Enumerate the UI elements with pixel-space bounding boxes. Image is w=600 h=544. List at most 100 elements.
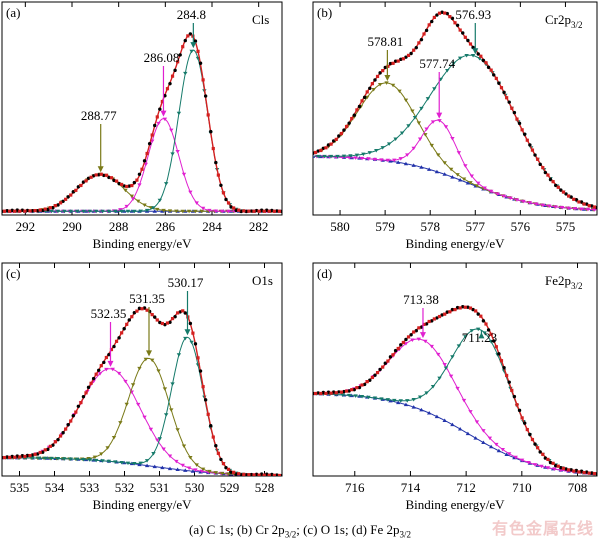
component-point (137, 183, 142, 187)
component-point (527, 201, 533, 205)
envelope-point (339, 390, 343, 394)
envelope-point (577, 470, 581, 474)
envelope-point (360, 383, 364, 387)
background-point (388, 398, 393, 403)
raw-point (378, 71, 382, 75)
component-point (87, 458, 93, 462)
envelope-point (262, 209, 266, 213)
envelope-point (525, 138, 529, 142)
envelope-point (125, 184, 129, 189)
envelope-point (221, 462, 226, 466)
raw-point (244, 473, 249, 476)
raw-point (517, 408, 522, 413)
component-point (328, 154, 334, 159)
background-point (434, 169, 440, 174)
component-point (124, 402, 129, 407)
component-point (181, 172, 187, 177)
envelope-point (334, 137, 338, 141)
component-point (442, 161, 447, 165)
raw-point (137, 172, 142, 176)
component-point (132, 462, 137, 466)
component-point (495, 192, 500, 196)
component-point (200, 467, 206, 472)
envelope-point (99, 172, 103, 176)
envelope-point (375, 370, 380, 375)
component-point (416, 121, 422, 125)
plot-area (2, 306, 282, 476)
raw-point (30, 209, 35, 213)
envelope-point (443, 312, 447, 316)
envelope-point (324, 146, 328, 150)
envelope-point (8, 209, 12, 213)
envelope-point (165, 321, 170, 325)
envelope-point (556, 464, 560, 468)
raw-point (445, 310, 449, 314)
component-point (93, 458, 99, 463)
envelope-point (79, 183, 83, 188)
component-point (110, 367, 115, 372)
raw-point (574, 197, 579, 202)
envelope-point (360, 99, 364, 103)
component-point (412, 116, 418, 120)
component-point (476, 181, 481, 186)
peak-arrowhead (384, 74, 391, 81)
chart-title: O1s (252, 273, 273, 288)
x-tick-label: 532 (115, 480, 135, 495)
raw-point (158, 320, 162, 325)
component-point (359, 156, 365, 161)
component-point (193, 468, 198, 472)
component-point (200, 206, 206, 211)
raw-point (352, 387, 357, 392)
x-tick-label: 534 (45, 480, 65, 495)
peak-label: 576.93 (455, 7, 491, 22)
plot-area (313, 305, 597, 476)
raw-point (153, 123, 157, 128)
envelope-point (412, 48, 416, 52)
envelope-point (104, 355, 108, 360)
raw-point (543, 170, 548, 175)
raw-point (117, 336, 121, 340)
component-point (161, 208, 166, 213)
background-point (434, 414, 440, 419)
envelope-point (252, 473, 256, 476)
background-point (137, 462, 142, 467)
envelope-point (520, 128, 524, 132)
raw-point (492, 339, 496, 343)
component-point (181, 444, 187, 448)
raw-point (399, 57, 403, 62)
component-point (445, 69, 450, 73)
raw-point (569, 468, 573, 472)
x-tick-label: 529 (220, 480, 240, 495)
peak-label: 577.74 (419, 56, 455, 71)
envelope-point (319, 391, 323, 396)
raw-point (183, 311, 187, 315)
envelope-point (505, 96, 509, 100)
component-point (366, 157, 371, 161)
raw-point (275, 209, 279, 213)
raw-point (512, 394, 517, 399)
raw-point (51, 206, 55, 210)
component-point (572, 207, 578, 211)
envelope-point (135, 309, 139, 313)
envelope-point (232, 206, 236, 210)
envelope-point (191, 331, 195, 335)
peak-arrowhead (436, 112, 443, 119)
raw-point (528, 432, 532, 437)
raw-point (564, 192, 568, 196)
envelope-point (89, 381, 93, 385)
series-component-2 (313, 328, 597, 475)
envelope-point (242, 472, 246, 476)
plot-area (2, 32, 282, 214)
raw-point (533, 442, 537, 446)
component-point (419, 106, 424, 111)
background-point (403, 161, 409, 166)
raw-point (254, 472, 259, 476)
peak-label: 532.35 (91, 306, 127, 321)
envelope-point (196, 49, 200, 53)
envelope-point (582, 471, 586, 475)
raw-point (25, 453, 30, 458)
envelope-point (365, 90, 369, 94)
component-point (62, 209, 67, 214)
raw-point (270, 208, 274, 213)
raw-point (538, 162, 542, 167)
